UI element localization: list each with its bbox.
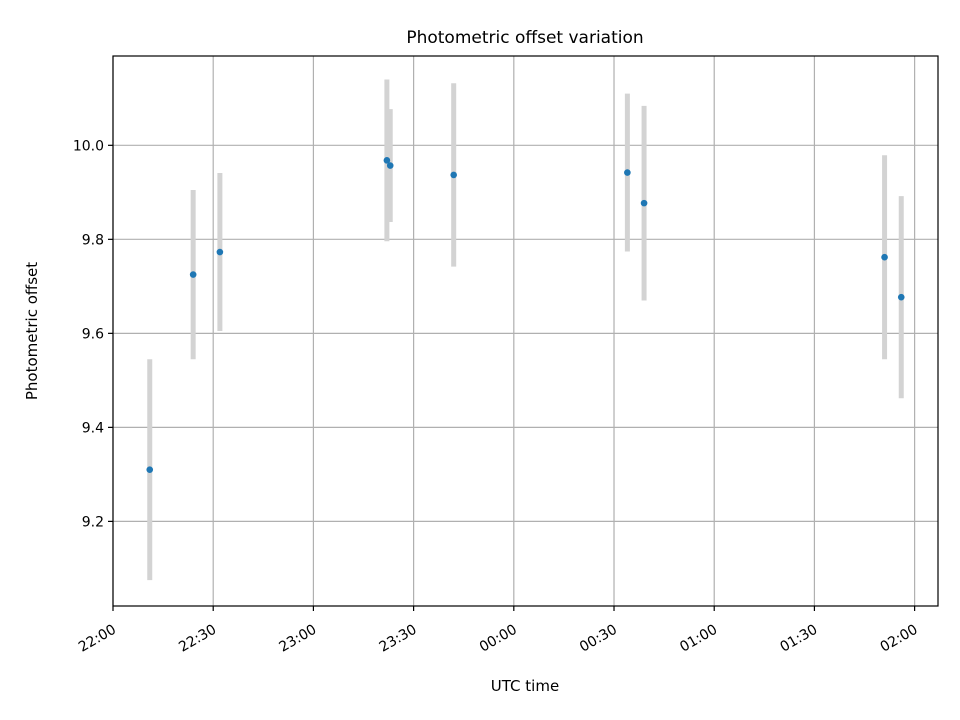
data-points [146, 157, 905, 473]
plot-area-frame [112, 55, 939, 607]
x-axis-ticks: 22:00 22:30 23:00 23:30 00:00 00:30 01:00 01:30… [76, 606, 921, 656]
data-point [189, 271, 197, 278]
error-bars [147, 79, 904, 581]
x-tick-label: 01:30 [777, 622, 820, 656]
data-point [386, 162, 394, 169]
y-tick-label: 9.4 [82, 420, 104, 436]
x-tick-label: 00:00 [477, 622, 520, 656]
data-point [881, 253, 888, 261]
data-point [146, 466, 154, 473]
x-tick-label: 00:30 [577, 622, 620, 656]
x-tick-label: 22:00 [76, 622, 119, 656]
data-point [383, 157, 391, 164]
data-point [640, 199, 648, 207]
x-axis-label: UTC time [491, 677, 559, 695]
x-tick-label: 23:00 [276, 622, 319, 656]
x-tick-label: 01:00 [677, 622, 720, 656]
y-tick-label: 9.2 [82, 514, 104, 530]
y-axis-label: Photometric offset [23, 262, 41, 400]
chart-title: Photometric offset variation [406, 28, 643, 48]
y-tick-label: 10.0 [73, 138, 104, 154]
x-tick-label: 02:00 [878, 622, 921, 656]
data-point [216, 248, 224, 256]
x-tick-label: 23:30 [377, 622, 420, 656]
x-tick-label: 22:30 [176, 622, 219, 656]
y-axis-ticks: 9.2 9.4 9.6 9.8 10.0 [73, 138, 113, 530]
data-point [897, 293, 905, 301]
y-tick-label: 9.6 [82, 326, 104, 342]
y-tick-label: 9.8 [82, 232, 104, 248]
data-point [624, 169, 631, 176]
data-point [450, 171, 457, 179]
grid [112, 56, 938, 606]
